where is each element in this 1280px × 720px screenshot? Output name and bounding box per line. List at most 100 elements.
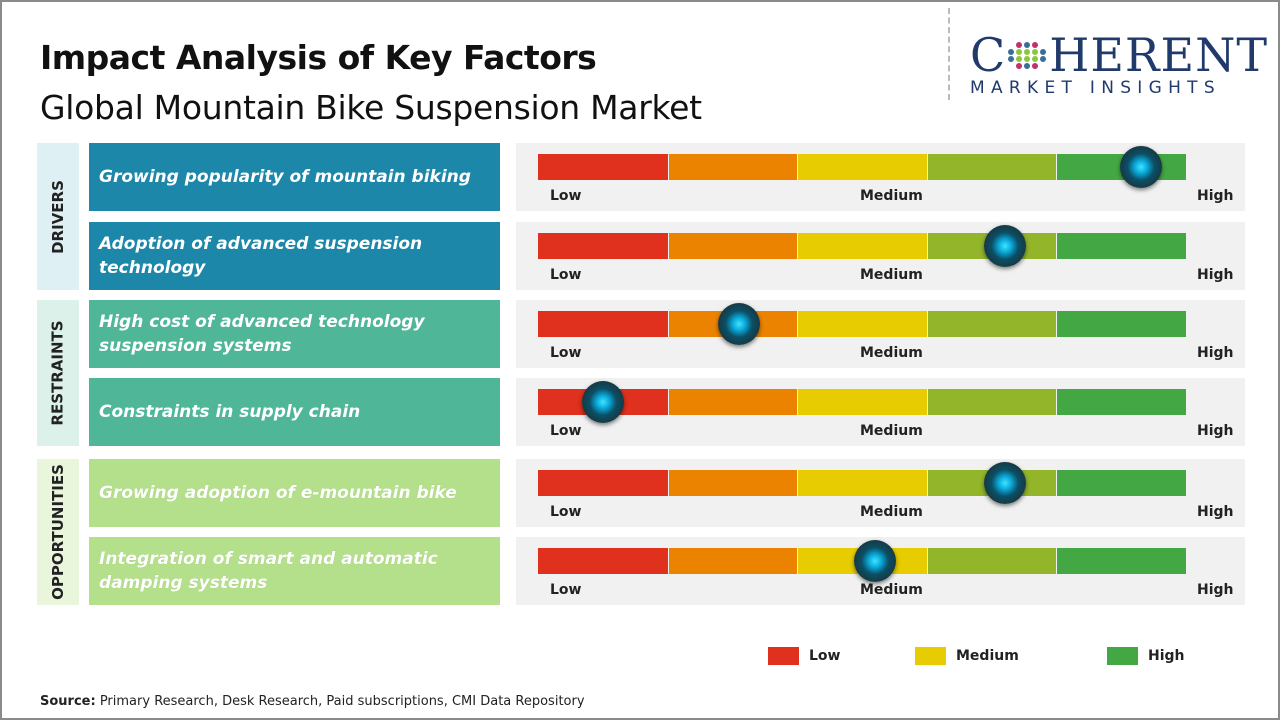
gauge-segment [798, 311, 927, 337]
scale-label-medium: Medium [860, 504, 923, 520]
logo-text: HERENT [1049, 28, 1269, 82]
globe-dot [1040, 48, 1047, 55]
globe-dot [1032, 55, 1039, 62]
gauge-segment [668, 389, 798, 415]
impact-gauge: Low Medium High [516, 300, 1245, 368]
globe-dot [1016, 41, 1023, 48]
page-title: Impact Analysis of Key Factors [40, 38, 597, 77]
factor-label: Growing popularity of mountain biking [89, 143, 500, 211]
gauge-segment [1057, 389, 1186, 415]
impact-marker [717, 303, 760, 345]
scale-label-high: High [1197, 267, 1234, 283]
gauge-segment [1057, 548, 1186, 574]
gauge-segment [798, 389, 927, 415]
scale-label-medium: Medium [860, 267, 923, 283]
scale-label-low: Low [550, 345, 582, 361]
scale-label-low: Low [550, 267, 582, 283]
impact-gauge: Low Medium High [516, 537, 1245, 605]
globe-dot [1008, 48, 1015, 55]
legend-item: High [1107, 647, 1185, 665]
gauge-segment [538, 470, 668, 496]
globe-dot [1040, 55, 1047, 62]
gauge-segment [668, 233, 798, 259]
logo-subtext: MARKET INSIGHTS [970, 78, 1221, 98]
scale-label-low: Low [550, 504, 582, 520]
gauge-segment [927, 389, 1057, 415]
source-label: Source: [40, 694, 96, 709]
impact-marker [581, 381, 624, 423]
globe-dot [1016, 55, 1023, 62]
coherent-logo: C HERENT MARKET INSIGHTS [970, 28, 1267, 98]
globe-dot [1032, 48, 1039, 55]
gauge-segment [538, 233, 668, 259]
globe-dot [1040, 41, 1047, 48]
gauge-segment [538, 311, 668, 337]
category-drivers: DRIVERS [37, 143, 79, 290]
gauge-segment [538, 548, 668, 574]
logo-text: C [970, 28, 1007, 82]
impact-marker [1119, 146, 1162, 188]
category-restraints: RESTRAINTS [37, 300, 79, 446]
globe-dot [1008, 62, 1015, 69]
factor-label: Constraints in supply chain [89, 378, 500, 446]
category-label: RESTRAINTS [49, 320, 68, 426]
gauge-segment [668, 154, 798, 180]
source-text: Primary Research, Desk Research, Paid su… [95, 694, 585, 709]
scale-label-high: High [1197, 423, 1234, 439]
factor-label: High cost of advanced technology suspens… [89, 300, 500, 368]
scale-label-medium: Medium [860, 423, 923, 439]
scale-label-low: Low [550, 423, 582, 439]
impact-marker [983, 462, 1026, 504]
scale-label-high: High [1197, 188, 1234, 204]
legend-swatch [1107, 647, 1138, 665]
scale-label-high: High [1197, 504, 1234, 520]
category-opportunities: OPPORTUNITIES [37, 459, 79, 605]
legend-label: Medium [956, 648, 1019, 664]
factor-label: Adoption of advanced suspension technolo… [89, 222, 500, 290]
gauge-segment [798, 154, 927, 180]
globe-dot [1016, 62, 1023, 69]
category-label: DRIVERS [49, 179, 68, 254]
impact-marker [983, 225, 1026, 267]
gauge-segment [1057, 311, 1186, 337]
gauge-segment [1057, 470, 1186, 496]
page-subtitle: Global Mountain Bike Suspension Market [40, 88, 702, 127]
factor-label: Growing adoption of e-mountain bike [89, 459, 500, 527]
gauge-segment [927, 154, 1057, 180]
divider [948, 8, 950, 100]
globe-dot [1008, 55, 1015, 62]
legend-swatch [915, 647, 946, 665]
impact-gauge: Low Medium High [516, 459, 1245, 527]
gauge-segment [668, 548, 798, 574]
scale-label-high: High [1197, 345, 1234, 361]
gauge-segment [798, 470, 927, 496]
globe-icon [1008, 41, 1047, 69]
impact-gauge: Low Medium High [516, 143, 1245, 211]
scale-label-low: Low [550, 582, 582, 598]
globe-dot [1024, 41, 1031, 48]
globe-dot [1024, 48, 1031, 55]
gauge-segment [668, 470, 798, 496]
globe-dot [1008, 41, 1015, 48]
globe-dot [1032, 62, 1039, 69]
source-note: Source: Primary Research, Desk Research,… [40, 694, 585, 709]
legend-item: Medium [915, 647, 1019, 665]
impact-gauge: Low Medium High [516, 222, 1245, 290]
category-label: OPPORTUNITIES [49, 464, 67, 600]
legend-swatch [768, 647, 799, 665]
legend-label: High [1148, 648, 1185, 664]
impact-gauge: Low Medium High [516, 378, 1245, 446]
globe-dot [1024, 55, 1031, 62]
scale-label-low: Low [550, 188, 582, 204]
legend-label: Low [809, 648, 841, 664]
scale-label-high: High [1197, 582, 1234, 598]
scale-label-medium: Medium [860, 582, 923, 598]
gauge-segment [927, 548, 1057, 574]
scale-label-medium: Medium [860, 188, 923, 204]
gauge-segment [538, 154, 668, 180]
globe-dot [1032, 41, 1039, 48]
gauge-segment [927, 311, 1057, 337]
gauge-segment [798, 233, 927, 259]
globe-dot [1040, 62, 1047, 69]
